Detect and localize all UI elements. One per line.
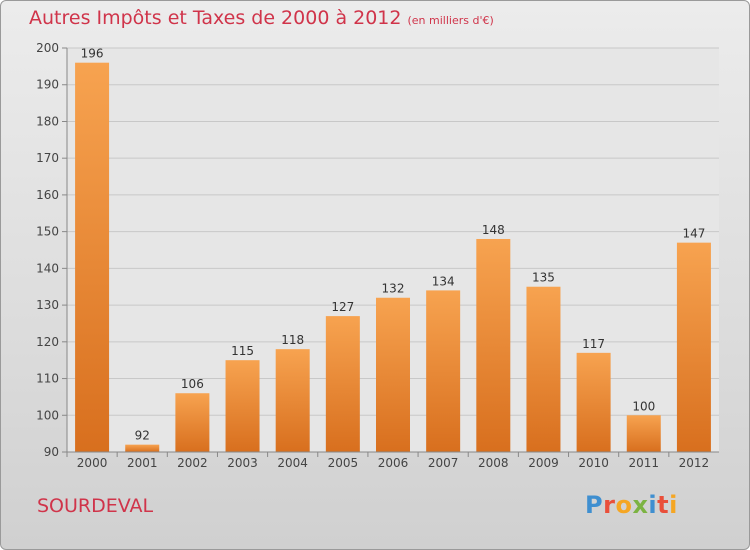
y-tick-label: 190 [36,78,59,92]
x-tick-label-2009: 2009 [528,456,559,470]
data-labels: 196 92 106 115 118 127 132 134 148 135 117 100 147 [81,47,706,443]
x-axis: 2000 2001 2002 2003 2004 2005 2006 2007 2008 2009… [66,451,719,470]
data-label-2010: 117 [582,337,605,351]
x-tick-label-2010: 2010 [578,456,609,470]
y-tick-label: 130 [36,298,59,312]
x-tick-label-2012: 2012 [679,456,710,470]
y-tick-label: 100 [36,408,59,422]
bars [75,62,711,452]
x-tick-label-2011: 2011 [628,456,659,470]
data-label-2000: 196 [81,47,104,61]
bar-2008 [476,238,511,452]
y-tick-label: 180 [36,114,59,128]
chart-title: Autres Impôts et Taxes de 2000 à 2012 (en… [29,7,494,29]
bar-2002 [175,393,210,452]
y-tick-label: 170 [36,151,59,165]
x-tick-label-2003: 2003 [227,456,258,470]
y-tick-label: 150 [36,225,59,239]
data-label-2003: 115 [231,344,254,358]
data-label-2005: 127 [331,300,354,314]
y-tick-label: 120 [36,335,59,349]
data-label-2001: 92 [135,429,150,443]
data-label-2009: 135 [532,271,555,285]
x-tick-label-2008: 2008 [478,456,509,470]
y-axis: 90 100 110 120 130 140 150 160 170 180 190 200 [36,41,68,459]
y-tick-label: 90 [44,445,59,459]
data-label-2002: 106 [181,377,204,391]
bar-2001 [125,444,160,452]
data-label-2004: 118 [281,333,304,347]
y-tick-label: 110 [36,372,59,386]
bar-2004 [275,349,310,452]
chart-title-text: Autres Impôts et Taxes de 2000 à 2012 [29,7,402,29]
x-tick-label-2006: 2006 [378,456,409,470]
bar-2000 [75,62,110,452]
data-label-2008: 148 [482,223,505,237]
x-tick-label-2000: 2000 [77,456,108,470]
bar-2010 [576,352,611,452]
location-label: SOURDEVAL [37,495,154,517]
y-tick-label: 200 [36,41,59,55]
x-tick-label-2005: 2005 [328,456,359,470]
bar-2012 [676,242,711,452]
x-tick-label-2002: 2002 [177,456,208,470]
bar-2005 [325,316,360,452]
data-label-2007: 134 [432,274,455,288]
bar-2003 [225,360,260,452]
data-label-2011: 100 [632,399,655,413]
bar-2009 [526,286,561,452]
grid-lines [67,47,719,453]
bar-2011 [626,415,661,452]
bar-2007 [426,290,461,452]
y-tick-label: 140 [36,261,59,275]
bar-2006 [376,297,410,452]
data-label-2012: 147 [682,227,705,241]
data-label-2006: 132 [382,282,405,296]
proxiti-logo[interactable]: Proxiti [585,491,678,519]
x-tick-label-2007: 2007 [428,456,459,470]
chart-unit-note: (en milliers d'€) [407,14,494,27]
y-tick-label: 160 [36,188,59,202]
x-tick-label-2001: 2001 [127,456,158,470]
x-tick-label-2004: 2004 [277,456,308,470]
